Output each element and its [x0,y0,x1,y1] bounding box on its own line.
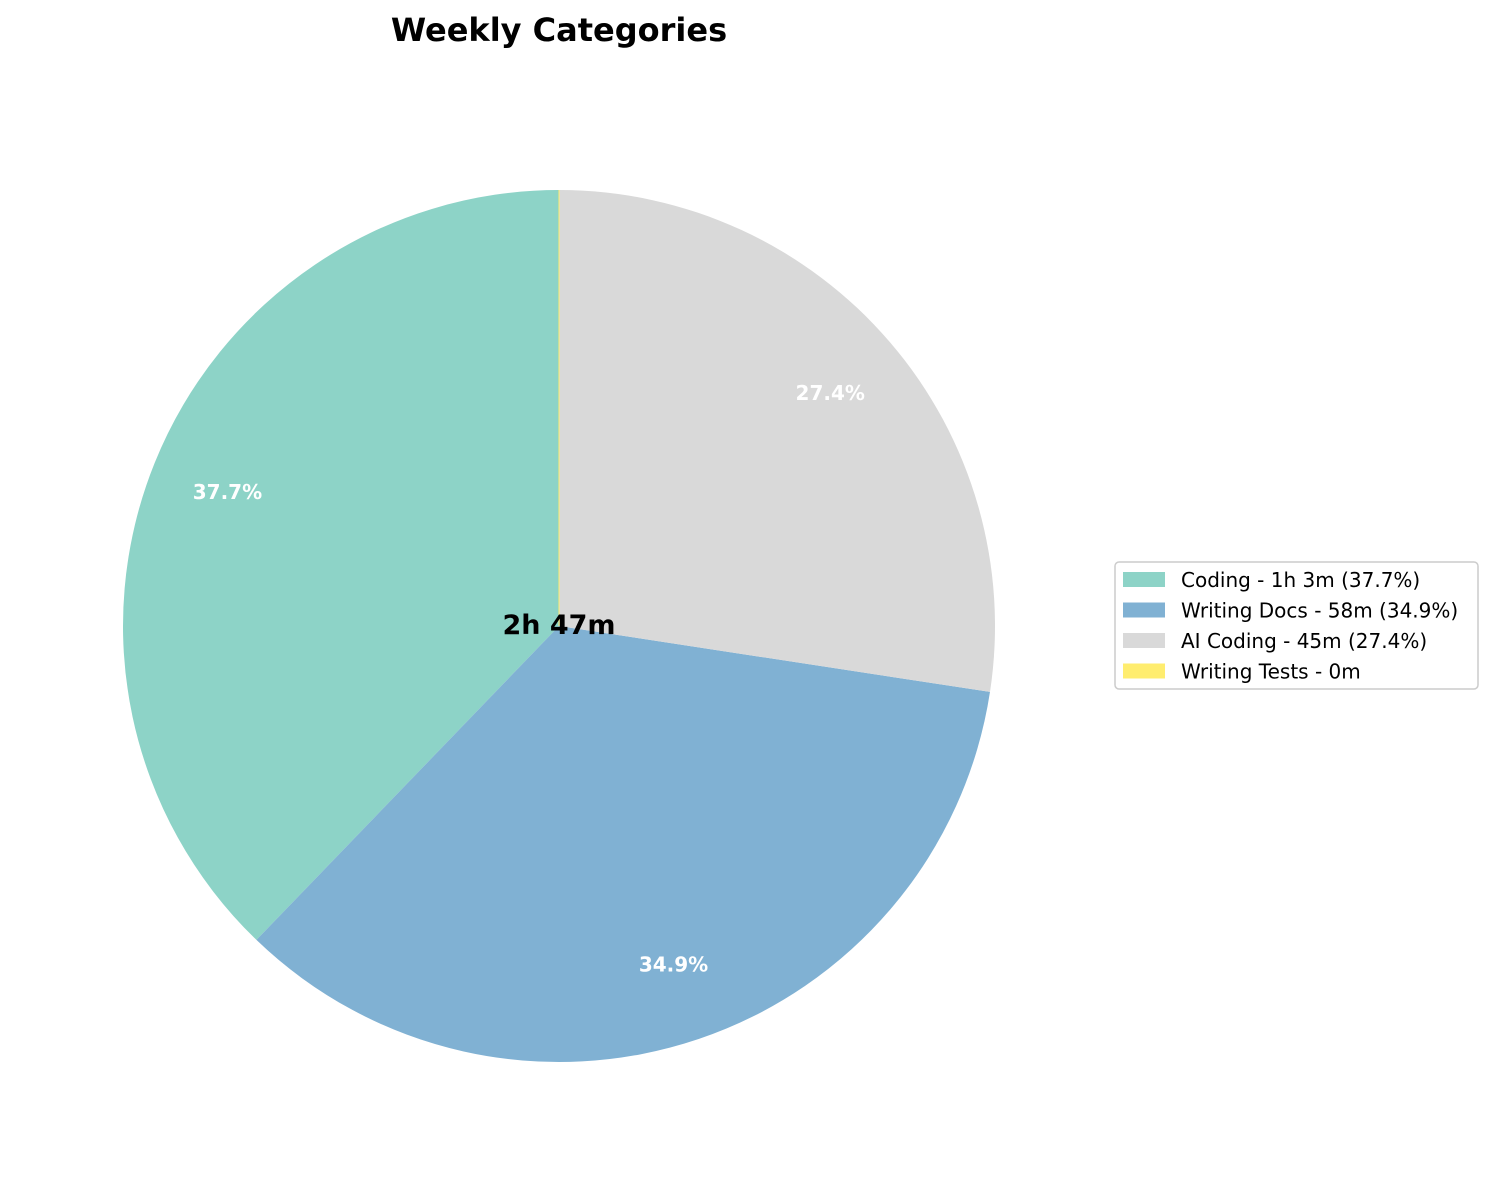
legend-label-ai-coding: AI Coding - 45m (27.4%) [1181,629,1427,653]
legend: Coding - 1h 3m (37.7%) Writing Docs - 58m… [1114,561,1479,690]
chart-title: Weekly Categories [391,11,727,49]
percent-labels: 37.7% 34.9% 27.4% [193,381,865,977]
pie-slice-coding [122,190,559,940]
pie-slice-ai-coding [559,190,995,692]
legend-label-coding: Coding - 1h 3m (37.7%) [1181,568,1420,592]
legend-frame [1114,561,1479,690]
legend-label-writing-docs: Writing Docs - 58m (34.9%) [1181,599,1458,623]
percent-label-writing-docs: 34.9% [639,953,708,977]
center-total-label: 2h 47m [502,610,615,641]
legend-swatch-writing-tests [1123,663,1165,679]
legend-label-writing-tests: Writing Tests - 0m [1181,660,1361,684]
percent-label-coding: 37.7% [193,480,262,504]
percent-label-ai-coding: 27.4% [796,381,865,405]
pie-slices [122,190,995,1062]
legend-swatch-ai-coding [1123,633,1165,648]
legend-swatch-coding [1123,572,1165,587]
pie-slice-writing-docs [256,626,990,1062]
legend-swatch-writing-docs [1123,602,1165,618]
